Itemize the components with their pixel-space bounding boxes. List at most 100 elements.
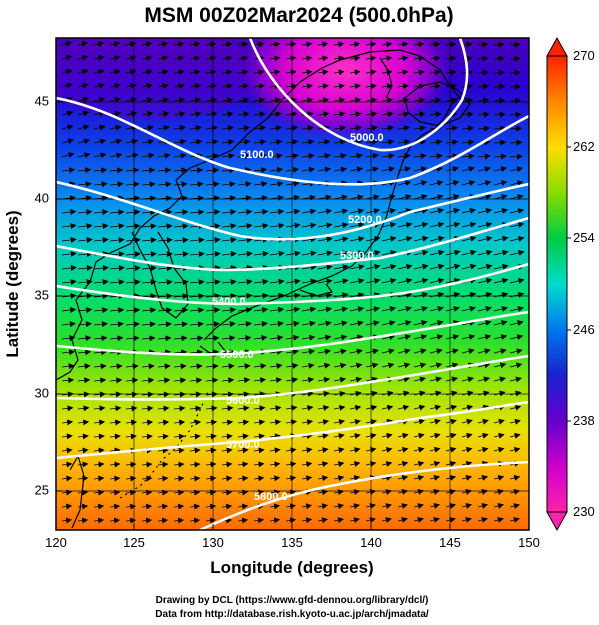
wind-arrow xyxy=(413,83,425,90)
wind-arrow xyxy=(445,475,457,481)
wind-arrow xyxy=(413,41,425,48)
wind-arrow xyxy=(317,461,329,468)
wind-arrow xyxy=(253,222,269,229)
wind-arrow xyxy=(141,237,157,244)
wind-arrow xyxy=(317,83,329,90)
wind-arrow xyxy=(93,96,106,103)
colorbar-tick-label: 238 xyxy=(573,413,595,428)
wind-arrow xyxy=(269,348,283,355)
wind-arrow xyxy=(109,124,122,131)
wind-arrow xyxy=(365,320,380,327)
x-tick-label: 140 xyxy=(360,535,382,550)
wind-arrow xyxy=(109,391,122,398)
wind-arrow xyxy=(429,418,441,425)
wind-arrow xyxy=(285,377,299,383)
wind-arrow xyxy=(397,153,411,159)
wind-arrow xyxy=(381,236,397,242)
wind-arrow xyxy=(413,97,426,104)
wind-arrow xyxy=(93,363,107,370)
wind-arrow xyxy=(77,405,90,412)
wind-arrow xyxy=(125,321,140,328)
wind-arrow xyxy=(381,139,395,146)
wind-arrow xyxy=(301,306,317,313)
wind-arrow xyxy=(93,293,109,300)
colorbar-tick-label: 270 xyxy=(573,48,595,63)
wind-arrow xyxy=(173,461,185,468)
wind-arrow xyxy=(173,391,186,398)
wind-arrow xyxy=(381,153,395,159)
wind-arrow xyxy=(253,489,265,496)
wind-arrow xyxy=(157,461,169,468)
wind-arrow xyxy=(269,278,285,285)
wind-arrow xyxy=(189,475,201,482)
wind-arrow xyxy=(381,194,396,201)
wind-arrow xyxy=(365,461,377,467)
wind-arrow xyxy=(77,279,93,286)
wind-arrow xyxy=(125,307,141,314)
wind-arrow xyxy=(333,475,345,482)
wind-arrow xyxy=(397,55,409,62)
wind-arrow xyxy=(93,55,105,61)
wind-arrow xyxy=(333,517,344,524)
wind-arrow xyxy=(301,376,315,383)
wind-arrow xyxy=(301,517,313,524)
wind-arrow xyxy=(189,391,202,398)
wind-arrow xyxy=(509,489,521,495)
wind-arrow xyxy=(109,419,122,426)
wind-arrow xyxy=(301,419,314,426)
wind-arrow xyxy=(173,55,185,62)
wind-arrow xyxy=(365,139,379,146)
wind-arrow xyxy=(269,41,281,48)
wind-arrow xyxy=(173,152,187,159)
colorbar-tick-label: 262 xyxy=(573,139,595,154)
wind-arrow xyxy=(205,293,221,300)
wind-arrow xyxy=(237,461,249,468)
wind-arrow xyxy=(61,236,77,243)
wind-arrow xyxy=(61,489,73,496)
wind-arrow xyxy=(397,208,413,214)
wind-arrow xyxy=(173,489,185,496)
wind-arrow xyxy=(189,251,205,258)
wind-arrow xyxy=(157,125,170,131)
wind-arrow xyxy=(429,208,445,214)
wind-arrow xyxy=(109,447,121,454)
wind-arrow xyxy=(509,208,525,214)
wind-arrow xyxy=(109,181,124,188)
wind-arrow xyxy=(381,125,394,132)
contour-label-5300: 5300.0 xyxy=(340,250,374,262)
wind-arrow xyxy=(285,348,299,355)
wind-arrow xyxy=(445,404,458,411)
wind-arrow xyxy=(509,41,521,48)
wind-arrow xyxy=(93,41,105,47)
wind-arrow xyxy=(301,153,315,159)
contour-5500 xyxy=(56,310,529,356)
wind-arrow xyxy=(381,41,393,48)
wind-arrow xyxy=(77,152,91,159)
y-tick-label: 35 xyxy=(35,287,49,302)
wind-arrow xyxy=(349,152,363,159)
wind-arrow xyxy=(445,55,457,62)
wind-arrow xyxy=(205,335,220,342)
contour-label-5200: 5200.0 xyxy=(348,214,382,226)
wind-arrow xyxy=(77,433,89,440)
wind-arrow xyxy=(429,489,440,495)
wind-arrow xyxy=(157,265,173,272)
wind-arrow xyxy=(77,68,89,75)
wind-arrow xyxy=(253,69,265,76)
wind-arrow xyxy=(237,391,250,398)
colorbar-bottom-arrow xyxy=(546,511,568,532)
wind-arrow xyxy=(317,111,330,118)
wind-arrow xyxy=(349,41,361,48)
wind-arrow xyxy=(61,40,73,47)
wind-arrow xyxy=(77,377,91,384)
wind-arrow xyxy=(301,334,316,341)
wind-arrow xyxy=(493,489,504,495)
wind-arrow xyxy=(349,489,361,496)
wind-arrow xyxy=(317,55,329,62)
wind-arrow xyxy=(141,265,157,272)
wind-arrow xyxy=(285,153,299,159)
wind-arrow xyxy=(477,376,490,383)
wind-arrow xyxy=(413,362,427,369)
wind-arrow xyxy=(477,97,490,104)
